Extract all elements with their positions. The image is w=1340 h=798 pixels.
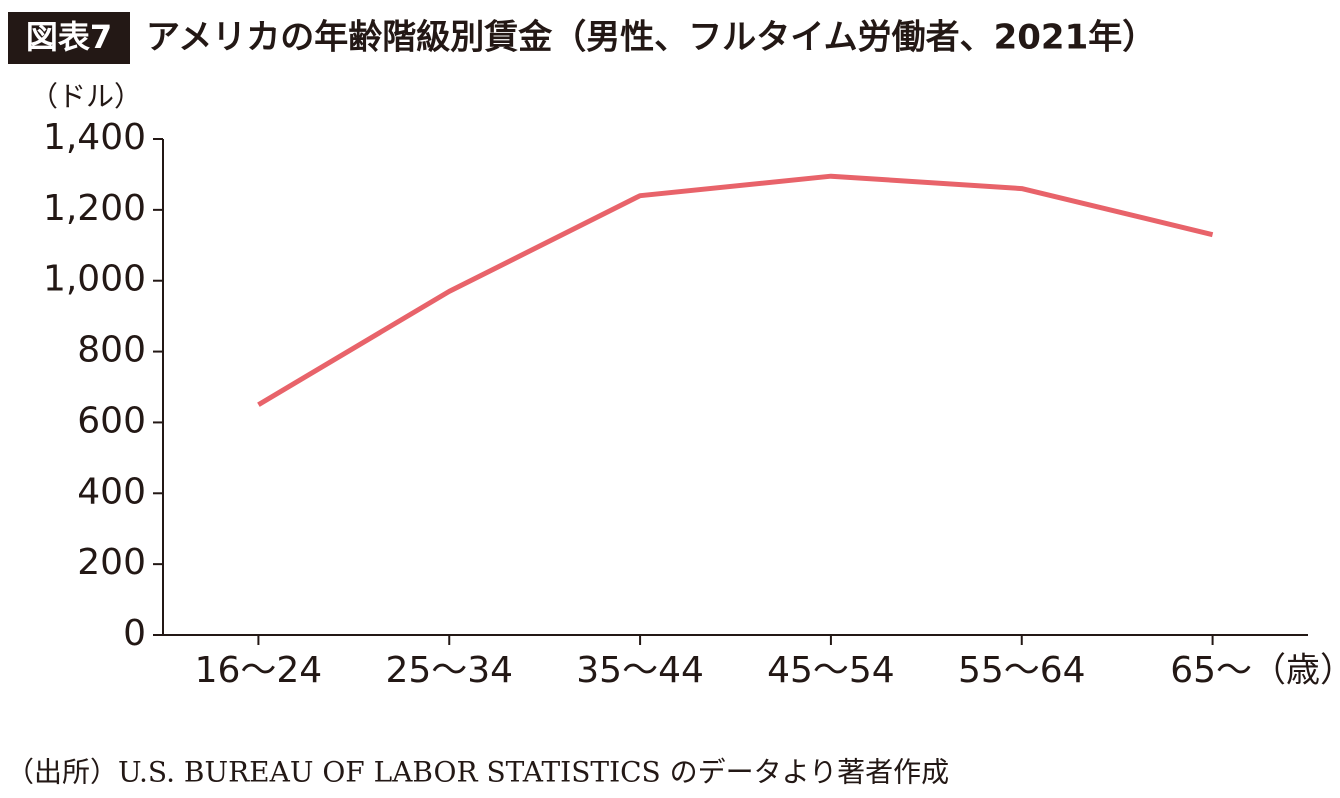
y-tick-label: 1,400 <box>43 117 146 158</box>
source-note: （出所）U.S. BUREAU OF LABOR STATISTICS のデータ… <box>6 756 949 789</box>
x-tick-label: 65～ <box>1170 650 1252 691</box>
y-tick-label: 600 <box>77 400 146 441</box>
x-tick-label: 16～24 <box>195 650 323 691</box>
x-tick-label: 55～64 <box>958 650 1086 691</box>
x-axis-unit: （歳） <box>1252 651 1340 691</box>
chart-title: アメリカの年齢階級別賃金（男性、フルタイム労働者、2021年） <box>146 18 1156 58</box>
x-tick-label: 45～54 <box>767 650 895 691</box>
y-tick-label: 1,000 <box>43 259 146 300</box>
x-tick-label: 35～44 <box>576 650 704 691</box>
figure-label: 図表7 <box>26 18 112 56</box>
x-tick-label: 25～34 <box>385 650 513 691</box>
data-line <box>257 173 1214 407</box>
y-tick-label: 1,200 <box>43 188 146 229</box>
figure-label-box <box>8 12 130 64</box>
y-tick-label: 800 <box>77 330 146 371</box>
y-tick-label: 0 <box>123 613 146 654</box>
y-tick-label: 400 <box>77 471 146 512</box>
y-tick-label: 200 <box>77 542 146 583</box>
y-axis-unit: （ドル） <box>30 80 142 113</box>
